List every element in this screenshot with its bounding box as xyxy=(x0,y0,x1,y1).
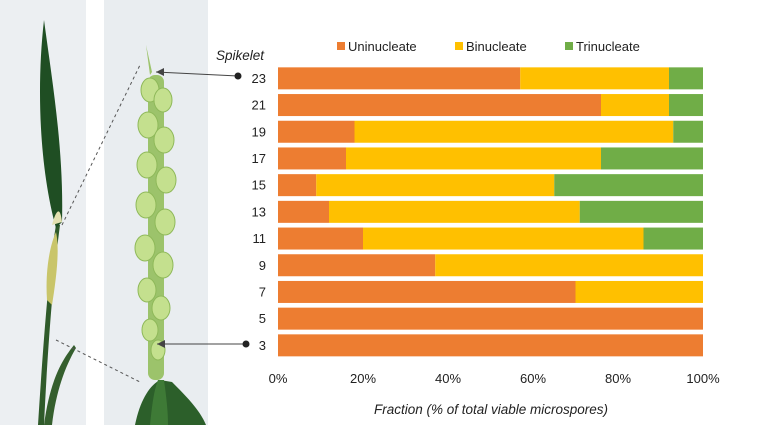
legend-label-trinucleate: Trinucleate xyxy=(576,39,640,54)
x-axis-title: Fraction (% of total viable microspores) xyxy=(374,402,608,417)
x-tick-label: 80% xyxy=(605,371,631,386)
y-tick-label: 13 xyxy=(252,204,266,219)
x-tick-label: 40% xyxy=(435,371,461,386)
bar-segment-trinucleate-15 xyxy=(554,174,703,197)
bar-segment-trinucleate-23 xyxy=(669,67,703,90)
row-axis-title: Spikelet xyxy=(216,48,265,63)
y-tick-labels: 23 21 19 17 15 13 11 9 7 5 3 xyxy=(252,71,266,353)
y-tick-label: 19 xyxy=(252,124,266,139)
bar-segment-binucleate-11 xyxy=(363,227,644,250)
bar-segment-binucleate-21 xyxy=(601,94,669,117)
bar-segment-uninucleate-19 xyxy=(278,120,355,143)
legend-label-uninucleate: Uninucleate xyxy=(348,39,417,54)
bar-segment-uninucleate-5 xyxy=(278,307,703,330)
bar-segment-uninucleate-13 xyxy=(278,200,329,223)
legend-label-binucleate: Binucleate xyxy=(466,39,527,54)
wheat-plant-illustration xyxy=(38,20,76,425)
zoom-line-top xyxy=(61,64,141,226)
bars-group xyxy=(278,67,703,357)
y-tick-label: 3 xyxy=(259,338,266,353)
pointer-spikelet-23 xyxy=(155,68,242,80)
bar-segment-trinucleate-11 xyxy=(643,227,703,250)
legend-swatch-uninucleate xyxy=(337,42,345,50)
y-tick-label: 17 xyxy=(252,151,266,166)
legend-swatch-binucleate xyxy=(455,42,463,50)
y-tick-label: 15 xyxy=(252,178,266,193)
bar-segment-uninucleate-15 xyxy=(278,174,317,197)
bar-segment-binucleate-9 xyxy=(435,254,703,277)
bar-segment-binucleate-15 xyxy=(316,174,555,197)
y-tick-label: 5 xyxy=(259,311,266,326)
bar-segment-trinucleate-19 xyxy=(673,120,703,143)
legend-swatch-trinucleate xyxy=(565,42,573,50)
y-tick-label: 23 xyxy=(252,71,266,86)
zoom-line-bottom xyxy=(55,339,141,383)
x-tick-label: 60% xyxy=(520,371,546,386)
y-tick-label: 11 xyxy=(253,231,267,246)
bar-segment-uninucleate-17 xyxy=(278,147,346,170)
x-tick-label: 0% xyxy=(269,371,288,386)
bar-segment-binucleate-19 xyxy=(354,120,674,143)
bar-segment-uninucleate-7 xyxy=(278,280,576,303)
y-tick-label: 7 xyxy=(259,284,266,299)
bar-segment-binucleate-13 xyxy=(329,200,580,223)
bar-segment-uninucleate-21 xyxy=(278,94,601,117)
y-tick-label: 9 xyxy=(259,258,266,273)
bar-segment-binucleate-7 xyxy=(575,280,703,303)
x-tick-label: 100% xyxy=(686,371,720,386)
x-tick-label: 20% xyxy=(350,371,376,386)
bar-segment-trinucleate-17 xyxy=(601,147,703,170)
bar-segment-trinucleate-13 xyxy=(579,200,703,223)
pointer-spikelet-3 xyxy=(157,340,250,348)
bar-segment-uninucleate-11 xyxy=(278,227,363,250)
bar-segment-uninucleate-3 xyxy=(278,334,703,357)
wheat-spike-illustration xyxy=(134,45,206,425)
bar-segment-uninucleate-23 xyxy=(278,67,521,90)
y-tick-label: 21 xyxy=(252,98,266,113)
bar-segment-binucleate-17 xyxy=(346,147,601,170)
bar-segment-uninucleate-9 xyxy=(278,254,436,277)
bar-segment-binucleate-23 xyxy=(520,67,669,90)
chart-legend: Uninucleate Binucleate Trinucleate xyxy=(337,39,640,54)
x-tick-labels: 0% 20% 40% 60% 80% 100% xyxy=(269,371,720,386)
bar-segment-trinucleate-21 xyxy=(669,94,703,117)
